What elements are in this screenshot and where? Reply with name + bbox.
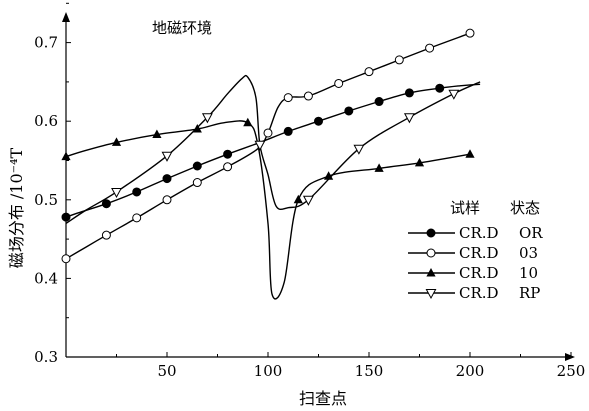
y-tick-label: 0.7 <box>34 34 58 52</box>
x-tick-label: 150 <box>355 362 384 380</box>
legend-state: OR <box>519 224 543 242</box>
y-tick-label: 0.4 <box>34 269 58 287</box>
x-tick-label: 200 <box>456 362 485 380</box>
series-10 <box>61 117 475 300</box>
data-point <box>334 78 344 88</box>
data-point <box>425 43 435 53</box>
data-point <box>61 254 71 264</box>
data-point <box>404 88 414 98</box>
legend-label: CR.D <box>459 284 499 302</box>
data-point <box>353 144 365 155</box>
data-point <box>254 140 266 151</box>
data-point <box>263 128 273 138</box>
y-tick-label: 0.6 <box>34 112 58 130</box>
series-03 <box>61 28 475 264</box>
data-point <box>101 230 111 240</box>
legend-state: RP <box>519 284 540 302</box>
data-point <box>293 194 303 204</box>
data-point <box>465 149 475 158</box>
data-point <box>403 113 415 124</box>
data-point <box>162 174 172 184</box>
data-point <box>132 187 142 197</box>
x-axis-title: 扫查点 <box>299 389 347 408</box>
legend-marker <box>425 289 437 300</box>
data-point <box>201 113 213 124</box>
y-axis-title: 磁场分布 /10⁻⁴T <box>7 147 26 268</box>
data-point <box>61 212 71 222</box>
data-point <box>374 163 384 172</box>
legend-label: CR.D <box>459 264 499 282</box>
series-line <box>65 83 481 218</box>
data-point <box>303 91 313 101</box>
legend-item: CR.D OR <box>408 224 543 242</box>
annotation-text: 地磁环境 <box>152 19 212 37</box>
legend-header-state: 状态 <box>510 199 540 217</box>
data-point <box>61 151 71 161</box>
legend-marker <box>426 268 436 277</box>
x-tick-label: 250 <box>557 362 586 380</box>
data-point <box>283 126 293 136</box>
data-point <box>161 151 173 162</box>
data-point <box>243 117 253 127</box>
data-point <box>223 162 233 172</box>
series-OR <box>61 83 481 222</box>
x-axis-arrow <box>565 353 575 361</box>
data-point <box>162 195 172 205</box>
data-point <box>344 106 354 116</box>
legend: 试样 状态 CR.D OR CR.D 03 CR.D 10 CR.D RP <box>408 199 543 302</box>
data-point <box>364 67 374 77</box>
data-point <box>435 83 445 93</box>
legend-state: 03 <box>519 244 538 262</box>
data-point <box>101 199 111 209</box>
data-point <box>465 28 475 38</box>
series-RP <box>65 74 481 224</box>
legend-label: CR.D <box>459 224 499 242</box>
legend-label: CR.D <box>459 244 499 262</box>
plot-area <box>61 28 481 300</box>
data-point <box>414 157 425 167</box>
axes: 50 100 150 200 250 0.3 0.4 0.5 0.6 0.7 <box>34 2 586 380</box>
data-point <box>374 97 384 107</box>
data-point <box>192 161 202 171</box>
data-point <box>132 213 142 223</box>
data-point <box>223 149 233 159</box>
x-tick-label: 100 <box>254 362 283 380</box>
data-point <box>111 187 122 198</box>
legend-marker <box>426 228 436 238</box>
y-tick-label: 0.3 <box>34 348 58 366</box>
series-line <box>65 74 481 224</box>
y-axis-arrow <box>62 12 70 22</box>
data-point <box>448 89 460 100</box>
data-point <box>314 116 323 126</box>
legend-header-sample: 试样 <box>450 199 480 217</box>
data-point <box>111 137 122 146</box>
legend-state: 10 <box>519 264 538 282</box>
data-point <box>152 129 162 139</box>
series-line <box>65 120 471 300</box>
data-point <box>283 93 293 103</box>
data-point <box>394 55 404 65</box>
x-tick-label: 50 <box>157 362 176 380</box>
legend-item: CR.D 03 <box>408 244 538 262</box>
legend-item: CR.D RP <box>408 284 540 302</box>
data-point <box>192 178 202 188</box>
data-point <box>302 195 314 206</box>
y-tick-label: 0.5 <box>34 191 58 209</box>
legend-marker <box>426 248 436 258</box>
legend-item: CR.D 10 <box>408 264 538 282</box>
